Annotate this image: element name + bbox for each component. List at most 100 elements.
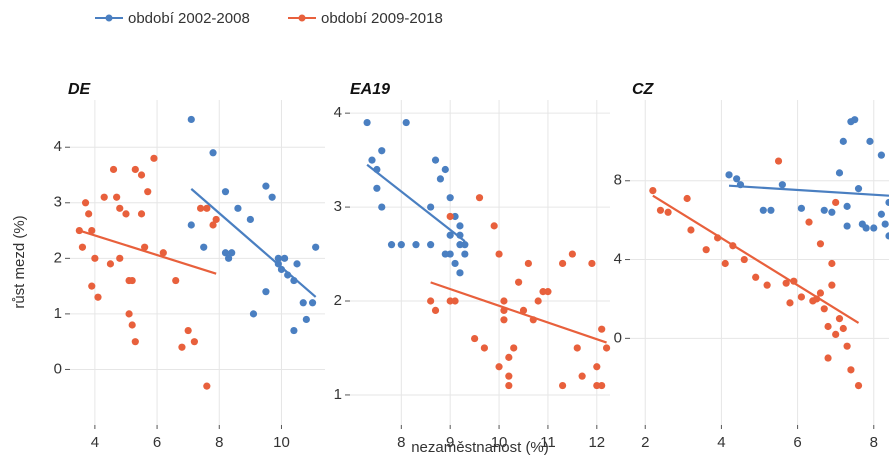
point [475,194,484,202]
legend: období 2002-2008 období 2009-2018 [95,10,443,27]
point [221,249,230,257]
y-axis-label: růst mezd (%) [11,215,28,308]
point [461,250,469,258]
point [203,204,211,212]
point [558,381,567,390]
point [725,171,733,179]
point [854,185,863,193]
point [649,187,657,195]
point [88,282,96,290]
point [782,279,790,287]
point [412,241,420,249]
point [402,118,410,127]
y-tick-label: 4 [614,251,622,268]
point [505,381,513,390]
y-tick-label: 2 [334,292,342,309]
point [128,321,136,329]
x-tick-label: 4 [91,434,99,451]
point [832,198,840,207]
point [862,224,870,232]
point [593,363,601,371]
point [515,278,523,286]
point [843,342,851,350]
point [78,243,87,251]
point [113,193,121,201]
point [877,210,885,218]
point [733,175,741,183]
point [500,316,508,324]
point [495,250,503,258]
x-tick-label: 8 [215,434,223,451]
point [368,156,376,164]
point [500,297,508,305]
point [456,269,464,277]
point [824,322,832,331]
point [131,165,139,174]
point [664,208,672,216]
point [116,254,124,262]
point [820,206,828,214]
x-tick-label: 12 [588,434,605,451]
point [228,249,236,257]
point [246,215,254,224]
panel-title: DE [68,81,92,98]
panel-title: CZ [632,81,655,98]
point [397,241,405,249]
legend-label: období 2002-2008 [128,10,250,27]
x-tick-label: 10 [491,434,508,451]
point [843,202,851,210]
point [778,181,786,189]
point [456,222,464,230]
point [299,299,307,307]
point [221,188,230,196]
point [446,212,454,221]
point [759,206,767,214]
point [534,297,542,305]
point [588,259,596,268]
point [767,206,775,214]
point [687,226,695,234]
x-tick-label: 8 [870,434,878,451]
point [763,281,771,289]
legend-swatch [298,14,306,22]
point [378,147,386,155]
point [824,354,832,362]
point [436,175,445,183]
point [446,231,454,239]
point [209,221,217,229]
point [100,193,108,201]
point [721,259,729,268]
y-tick-label: 4 [54,138,62,155]
point [308,299,317,307]
point [141,243,149,251]
point [137,171,146,179]
point [302,315,310,324]
point [471,334,479,343]
point [224,254,233,262]
point [94,293,102,301]
point [828,259,836,268]
trend-line [366,163,466,243]
x-tick-label: 8 [397,434,405,451]
point [190,338,198,346]
panel-title: EA19 [350,81,390,98]
point [85,210,93,218]
point [427,241,435,249]
point [280,254,289,262]
point [847,366,855,374]
point [212,215,220,224]
point [797,293,805,301]
point [178,343,186,351]
y-tick-label: 0 [54,360,62,377]
y-tick-label: 3 [54,194,62,211]
x-tick-label: 2 [641,434,649,451]
point [116,204,124,212]
point [505,372,513,380]
point [427,297,435,305]
point [91,254,99,262]
point [106,260,115,268]
point [786,299,794,307]
point [441,165,449,174]
y-tick-label: 8 [614,172,622,189]
